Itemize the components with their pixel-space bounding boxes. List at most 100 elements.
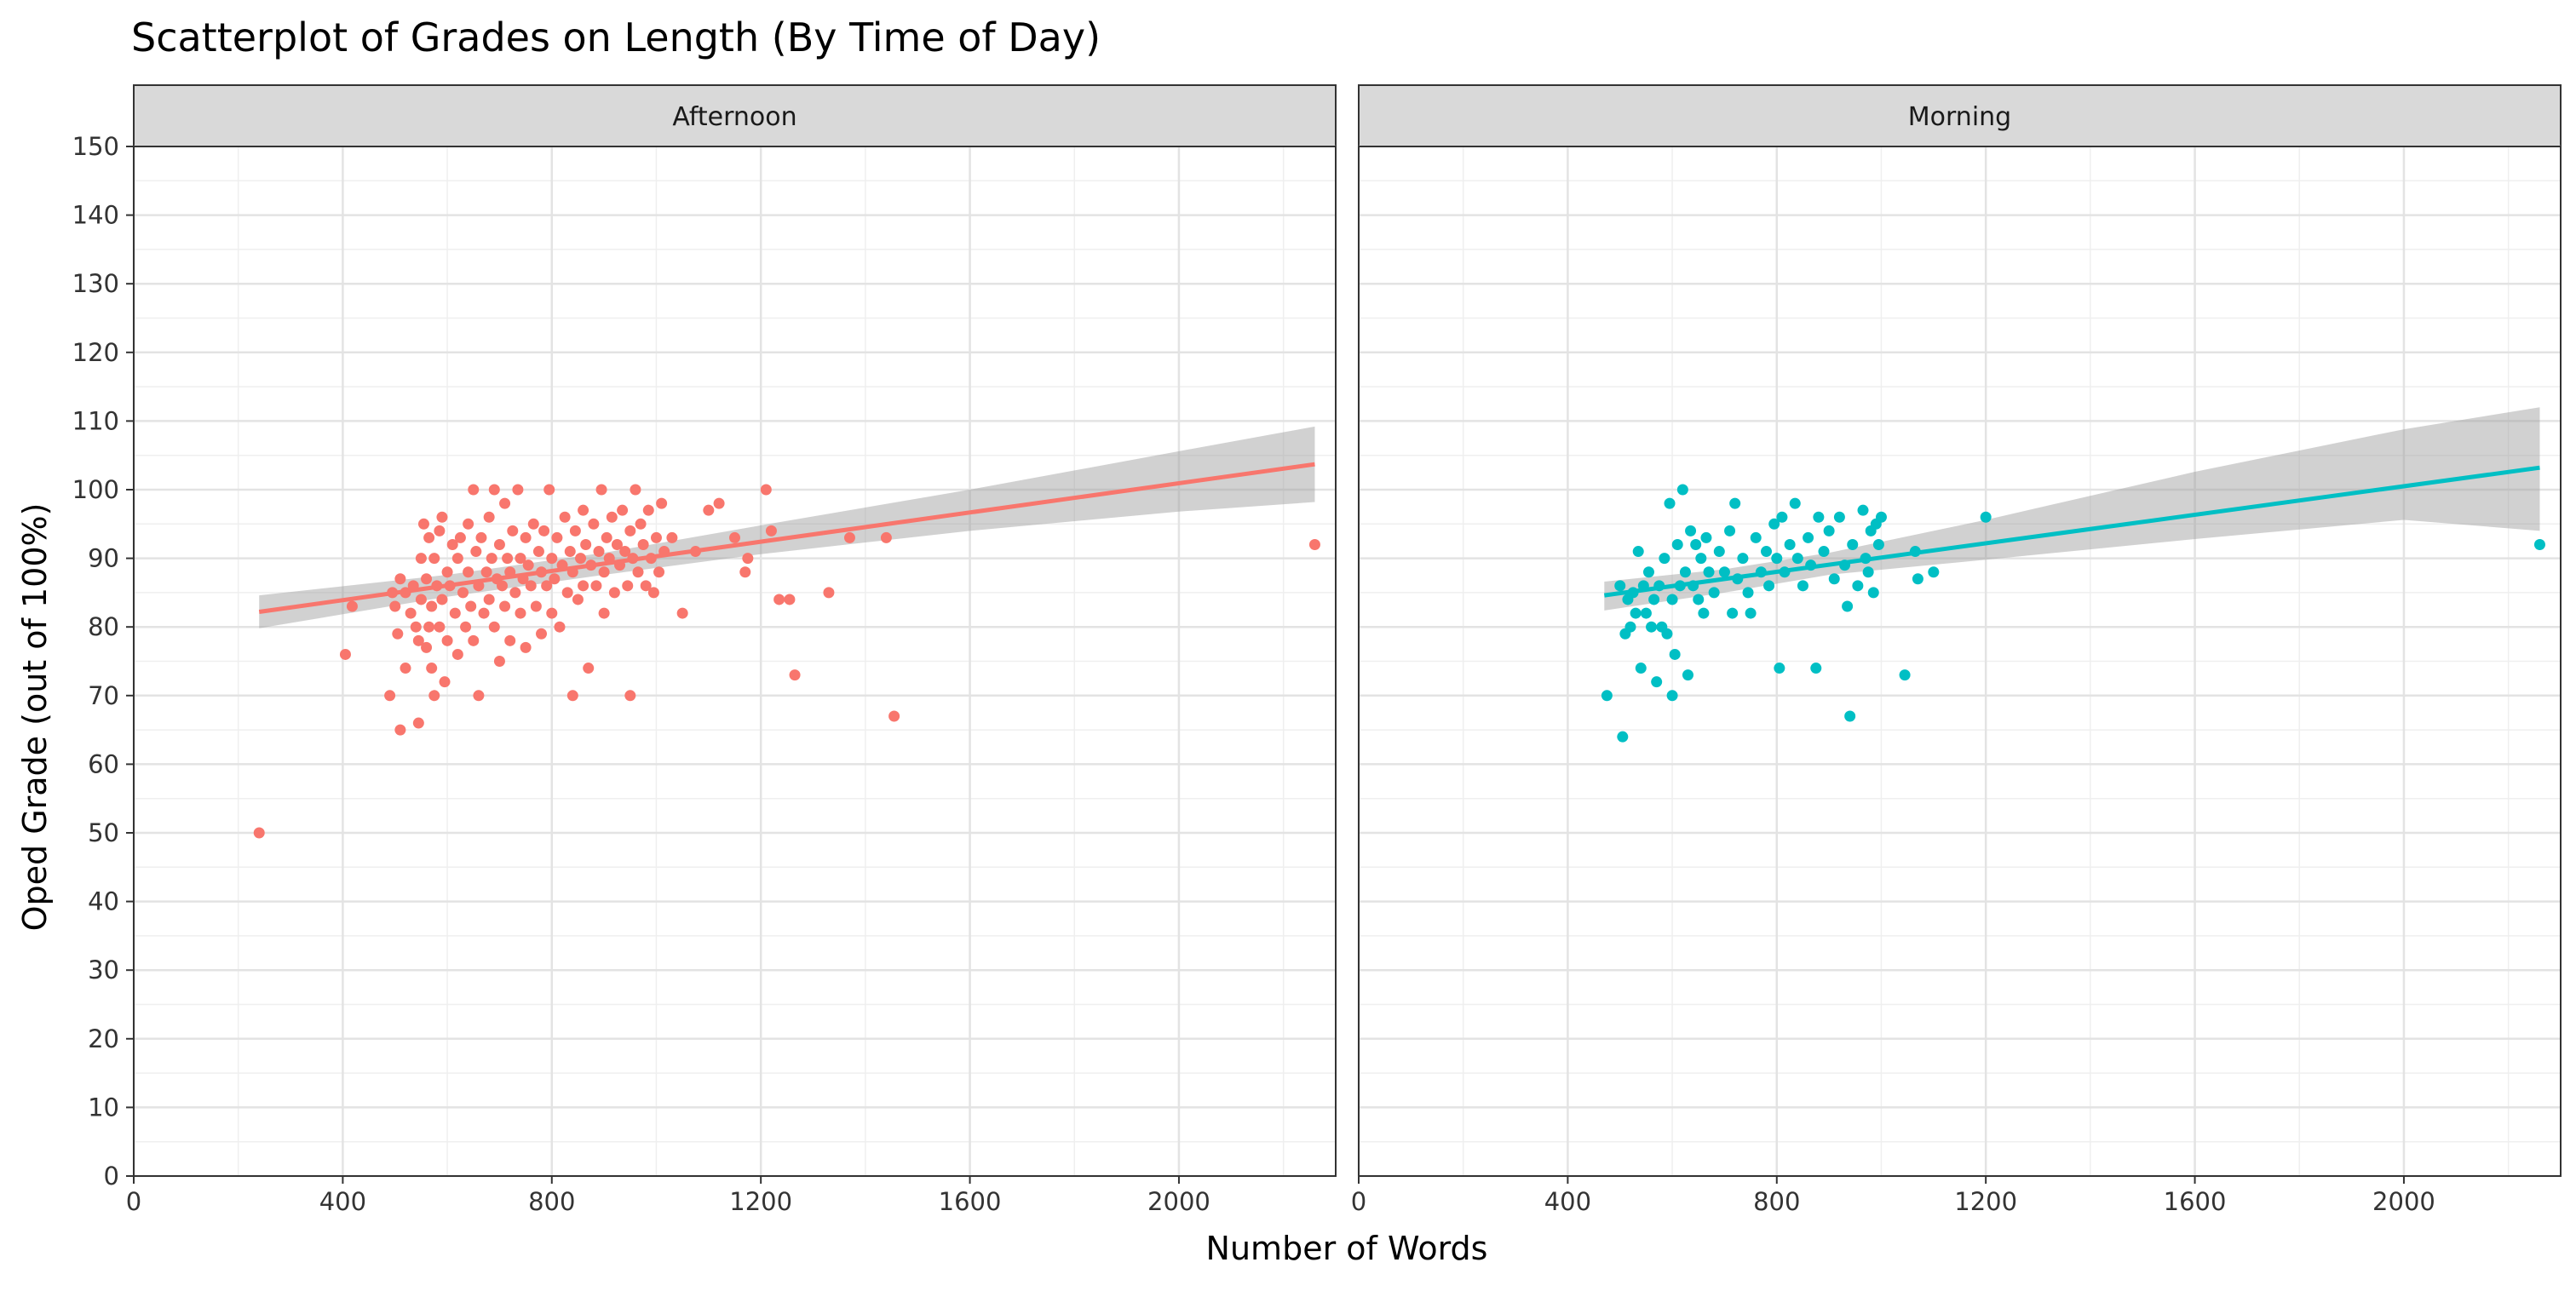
panel-afternoon: Afternoon 0 400 800 1200 1600 2000 0 10 20 30 40 50 6… <box>72 84 1337 1216</box>
y-tick-label: 60 <box>88 749 119 778</box>
data-point <box>1928 566 1940 578</box>
data-point <box>546 553 558 565</box>
data-point <box>412 634 424 646</box>
data-point <box>1852 580 1864 592</box>
x-tick-label: 400 <box>319 1187 366 1216</box>
data-point <box>428 690 440 702</box>
data-point <box>1875 511 1887 523</box>
data-point <box>421 573 433 585</box>
data-point <box>253 827 265 839</box>
data-point <box>569 525 581 536</box>
data-point <box>423 621 435 633</box>
data-point <box>434 525 446 536</box>
data-point <box>480 566 492 578</box>
data-point <box>405 607 417 619</box>
y-tick-label: 110 <box>72 406 119 435</box>
data-point <box>1651 676 1663 688</box>
data-point <box>499 497 511 509</box>
data-point <box>478 607 490 619</box>
data-point <box>392 628 404 640</box>
x-tick-label: 2000 <box>1147 1187 1210 1216</box>
data-point <box>637 538 649 550</box>
data-point <box>532 546 544 558</box>
y-tick-label: 40 <box>88 887 119 916</box>
data-point <box>463 518 474 530</box>
data-point <box>1750 531 1762 543</box>
data-point <box>457 587 469 599</box>
data-point <box>515 553 526 565</box>
data-point <box>1679 566 1691 578</box>
data-point <box>421 641 433 653</box>
data-point <box>760 484 772 496</box>
data-point <box>598 607 610 619</box>
data-point <box>434 621 446 633</box>
data-point <box>428 553 440 565</box>
data-point <box>1745 607 1757 619</box>
data-point <box>436 594 448 605</box>
y-tick-label: 20 <box>88 1024 119 1053</box>
data-point <box>520 641 532 653</box>
data-point <box>561 587 573 599</box>
data-point <box>1308 538 1320 550</box>
data-point <box>1614 580 1626 592</box>
data-point <box>486 553 497 565</box>
data-point <box>666 531 678 543</box>
data-point <box>1617 731 1629 743</box>
data-point <box>1813 511 1825 523</box>
data-point <box>1810 663 1822 674</box>
data-point <box>598 566 610 578</box>
data-point <box>601 531 612 543</box>
data-point <box>1642 566 1654 578</box>
data-point <box>1646 621 1658 633</box>
y-tick-label: 140 <box>72 201 119 230</box>
data-point <box>1685 525 1697 536</box>
data-point <box>1763 580 1775 592</box>
data-point <box>546 607 558 619</box>
data-point <box>504 634 516 646</box>
data-point <box>580 538 592 550</box>
data-point <box>575 553 587 565</box>
data-point <box>1630 607 1642 619</box>
data-point <box>676 607 688 619</box>
data-point <box>451 648 463 660</box>
data-point <box>1666 594 1678 605</box>
data-point <box>650 531 662 543</box>
data-point <box>1640 607 1652 619</box>
data-point <box>426 663 438 674</box>
data-point <box>1695 553 1707 565</box>
data-point <box>729 531 740 543</box>
data-point <box>578 504 589 516</box>
data-point <box>468 634 480 646</box>
data-point <box>475 531 487 543</box>
data-point <box>483 511 495 523</box>
data-point <box>1761 546 1773 558</box>
y-tick-label: 150 <box>72 132 119 161</box>
chart-title: Scatterplot of Grades on Length (By Time… <box>131 14 1101 60</box>
data-point <box>1724 525 1736 536</box>
data-point <box>1661 628 1673 640</box>
y-tick-label: 0 <box>104 1162 119 1191</box>
data-point <box>400 663 411 674</box>
y-tick-label: 80 <box>88 612 119 641</box>
data-point <box>463 566 474 578</box>
x-axis-title: Number of Words <box>1206 1230 1488 1267</box>
data-point <box>619 546 631 558</box>
data-point <box>578 580 589 592</box>
data-point <box>564 546 576 558</box>
data-point <box>1659 553 1670 565</box>
data-point <box>1899 669 1911 681</box>
data-point <box>410 621 422 633</box>
data-point <box>640 580 652 592</box>
data-point <box>1980 511 1992 523</box>
data-point <box>488 621 500 633</box>
data-point <box>1771 553 1783 565</box>
data-point <box>509 587 521 599</box>
data-point <box>1729 497 1741 509</box>
data-point <box>436 511 448 523</box>
data-point <box>1872 538 1884 550</box>
x-tick-label: 1600 <box>2164 1187 2227 1216</box>
data-point <box>470 546 482 558</box>
data-point <box>543 484 555 496</box>
data-point <box>642 504 654 516</box>
